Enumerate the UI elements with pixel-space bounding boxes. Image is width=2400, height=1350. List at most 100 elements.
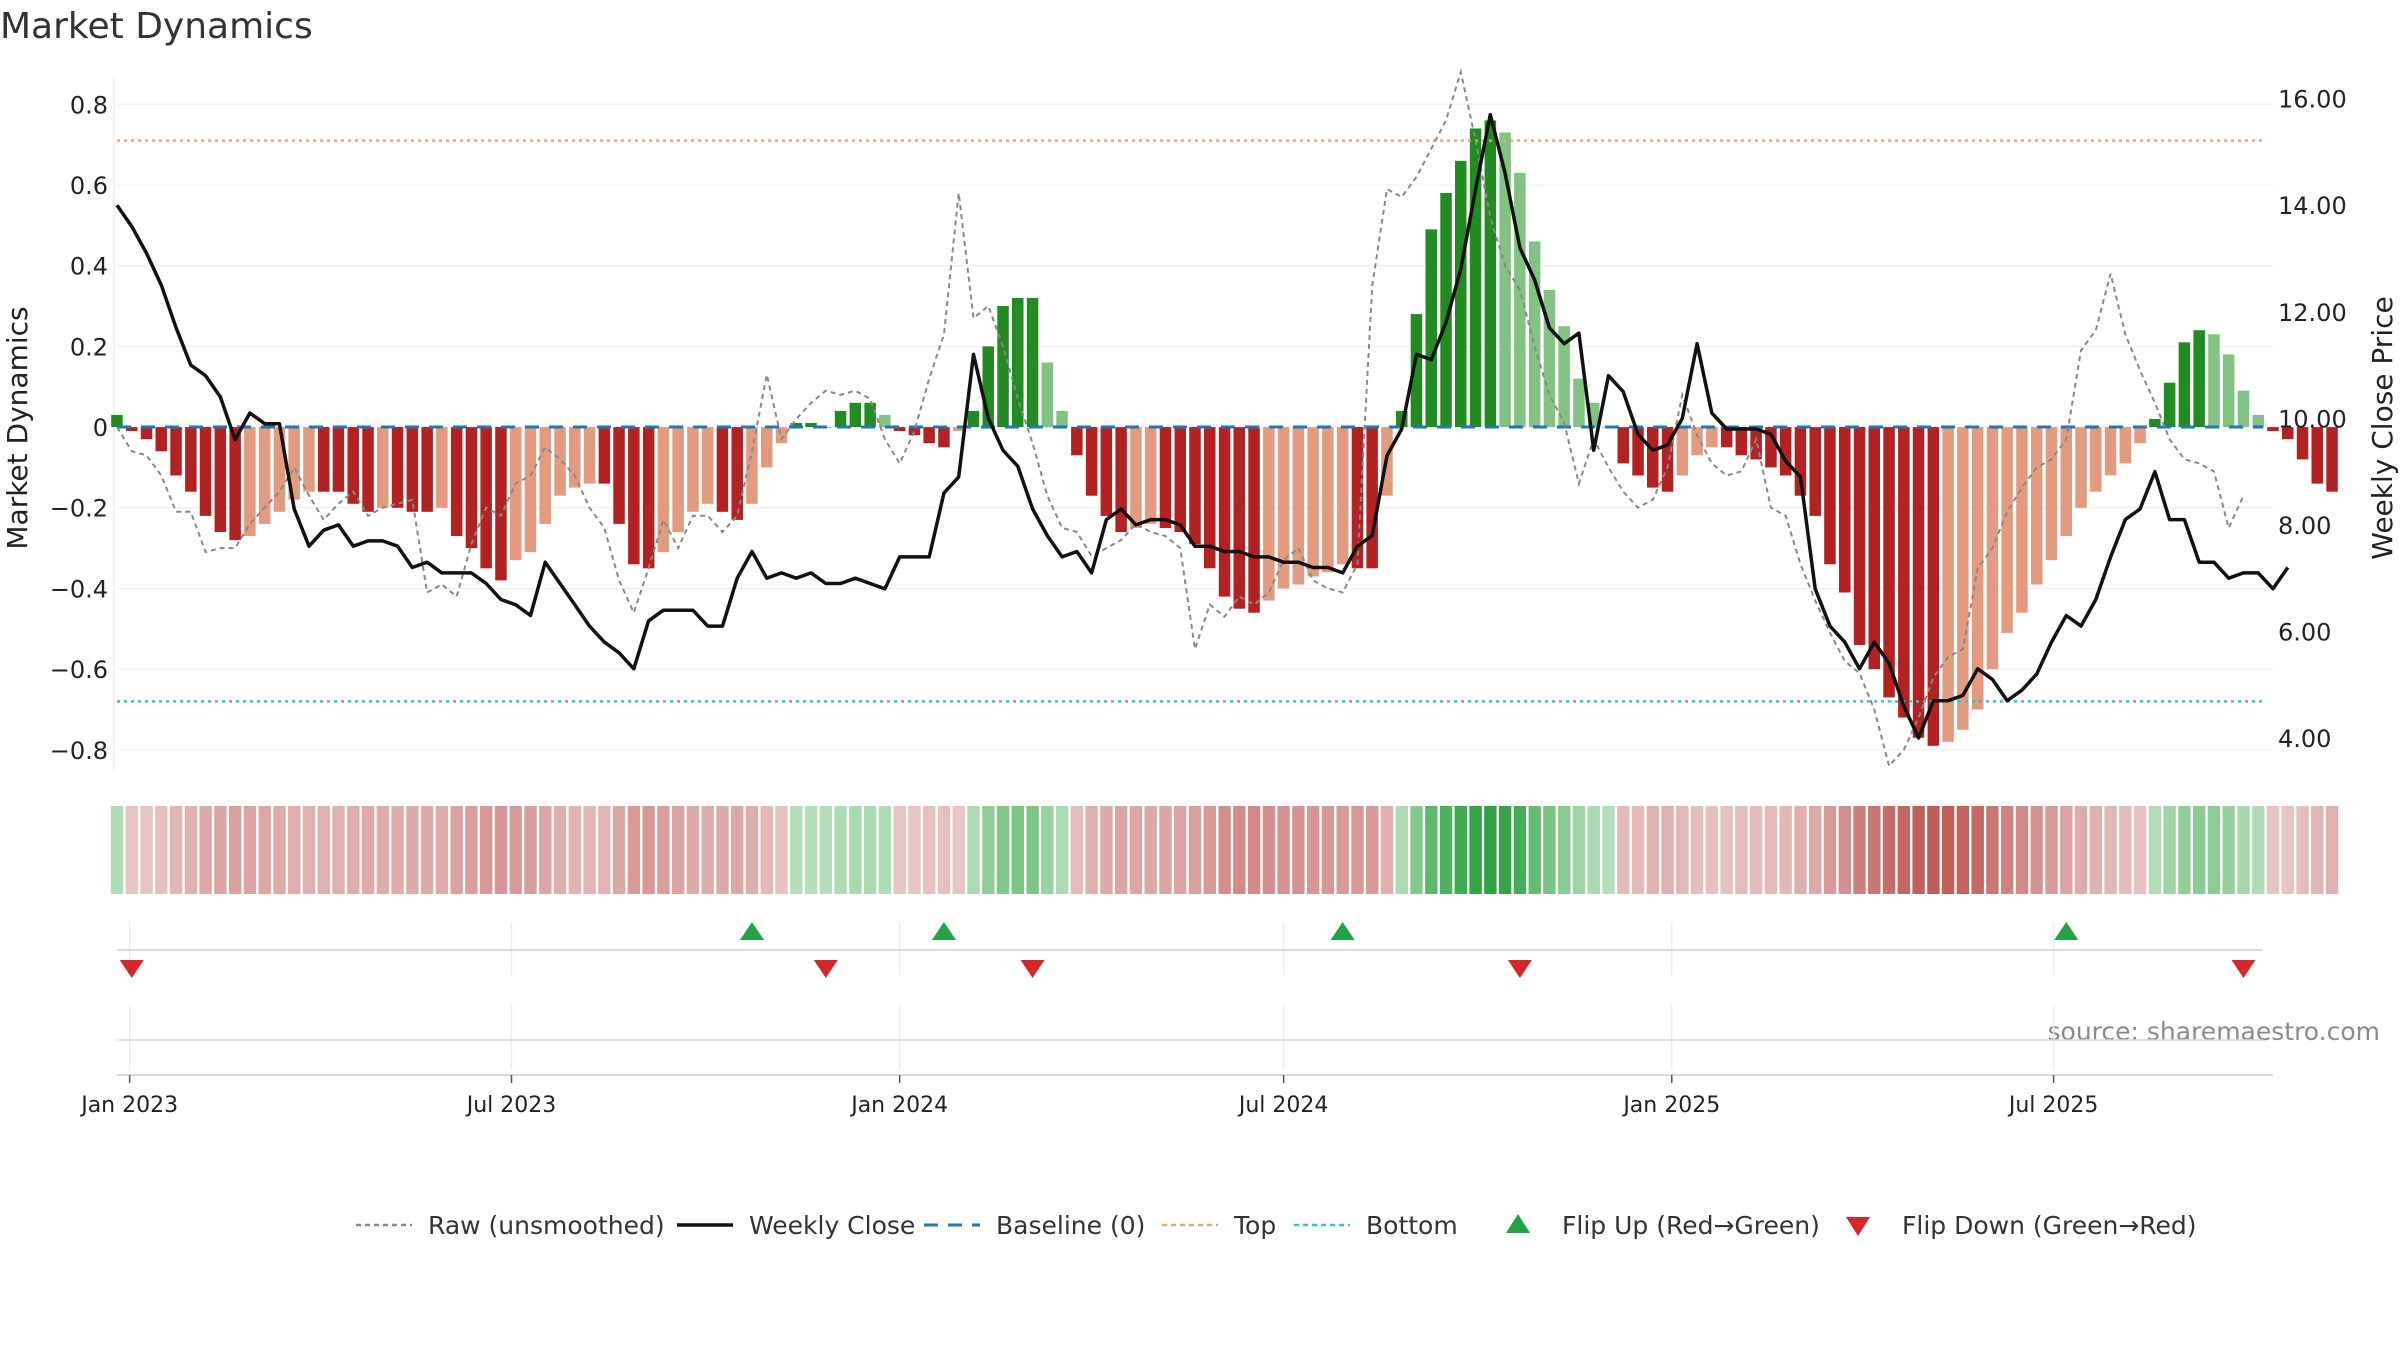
heat-cell (598, 806, 611, 894)
bar (1189, 427, 1201, 545)
bar (450, 427, 463, 536)
bar (687, 427, 699, 512)
bar (1809, 427, 1821, 516)
heat-cell (2133, 806, 2147, 894)
bar (953, 427, 965, 432)
bar (1957, 427, 1969, 730)
bar (362, 427, 374, 512)
heat-cell (2074, 806, 2088, 894)
legend-item: Baseline (0) (924, 1211, 1145, 1240)
heat-cell (583, 806, 596, 894)
bar (273, 427, 286, 512)
y2-tick-label: 8.00 (2278, 512, 2331, 540)
bar (1218, 427, 1231, 597)
bar (377, 427, 389, 508)
bar (1159, 427, 1172, 528)
heat-cell (376, 806, 389, 894)
heat-cell (2045, 806, 2058, 894)
heat-cell (391, 806, 404, 894)
bar (554, 427, 566, 496)
heat-cell (937, 806, 951, 894)
bar (1085, 427, 1098, 496)
bar (642, 427, 655, 569)
bar (1898, 427, 1910, 718)
bar (1322, 427, 1334, 573)
bar (716, 427, 729, 512)
heat-cell (1572, 806, 1586, 894)
heat-cell (2281, 806, 2294, 894)
bar (347, 427, 359, 504)
bar (1425, 229, 1437, 428)
y-tick-label: 0.6 (70, 172, 108, 200)
ticks: −0.8 −0.6 −0.4 −0.2 0 0.2 0.4 0.6 0.8 4.00 6.00 8.0… (50, 86, 2347, 765)
heat-cell (2015, 806, 2029, 894)
bar (2075, 427, 2087, 508)
heat-cell (1927, 806, 1940, 894)
heat-cell (1661, 806, 1674, 894)
bar (1779, 427, 1792, 476)
heat-cell (2178, 806, 2191, 894)
heat-cell (2060, 806, 2073, 894)
heat-cell (1247, 806, 1261, 894)
y-tick-label: 0 (93, 414, 108, 442)
bar (2222, 354, 2235, 427)
bar (672, 427, 684, 532)
heat-cell (553, 806, 567, 894)
bar (834, 410, 847, 427)
bar (1558, 326, 1570, 428)
legend-item: Flip Up (Red→Green) (1506, 1211, 1820, 1240)
y2-tick-label: 6.00 (2278, 618, 2331, 646)
bar (1455, 160, 1467, 428)
heat-cell (834, 806, 847, 894)
heat-cell (1100, 806, 1113, 894)
bars (111, 120, 2338, 746)
legend-item: Weekly Close (677, 1211, 915, 1240)
bar (1765, 427, 1777, 468)
bar (1233, 427, 1245, 609)
bar (701, 427, 714, 504)
bar (1794, 427, 1807, 496)
bar (1410, 314, 1423, 428)
bar (1632, 427, 1644, 476)
legend-item: Flip Down (Green→Red) (1846, 1211, 2197, 1240)
x-tick-label: Jul 2025 (2007, 1093, 2099, 1118)
bar (598, 427, 611, 484)
bar (406, 427, 419, 512)
bar (1396, 410, 1408, 427)
heat-cell (1912, 806, 1925, 894)
heat-cell (406, 806, 419, 894)
heat-cell (361, 806, 375, 894)
heat-cell (1646, 806, 1659, 894)
heat-cell (243, 806, 257, 894)
bar (1735, 427, 1748, 456)
heat-cell (2193, 806, 2206, 894)
heat-cell (1233, 806, 1246, 894)
flip-down-marker (1507, 960, 1532, 978)
bar (391, 427, 404, 508)
heat-cell (1956, 806, 1970, 894)
heat-cell (1174, 806, 1187, 894)
legend-swatch (1846, 1217, 1870, 1236)
legend-item: Top (1162, 1211, 1276, 1240)
bar (1263, 427, 1275, 601)
heat-cell (214, 806, 227, 894)
bar (805, 423, 817, 427)
bar (524, 427, 537, 553)
heat-cell (184, 806, 198, 894)
bar (2311, 427, 2323, 484)
heat-cell (2252, 806, 2265, 894)
heat-cell (804, 806, 818, 894)
bar (155, 427, 167, 452)
bar (2193, 330, 2205, 427)
heat-cell (1203, 806, 1216, 894)
heat-cell (952, 806, 965, 894)
heat-cell (1070, 806, 1084, 894)
heat-cell (627, 806, 641, 894)
heat-cell (1129, 806, 1143, 894)
bar (1528, 241, 1541, 428)
heat-cell (140, 806, 153, 894)
bar (2045, 427, 2058, 561)
x-tick-label: Jan 2024 (849, 1093, 948, 1118)
heat-cell (568, 806, 581, 894)
